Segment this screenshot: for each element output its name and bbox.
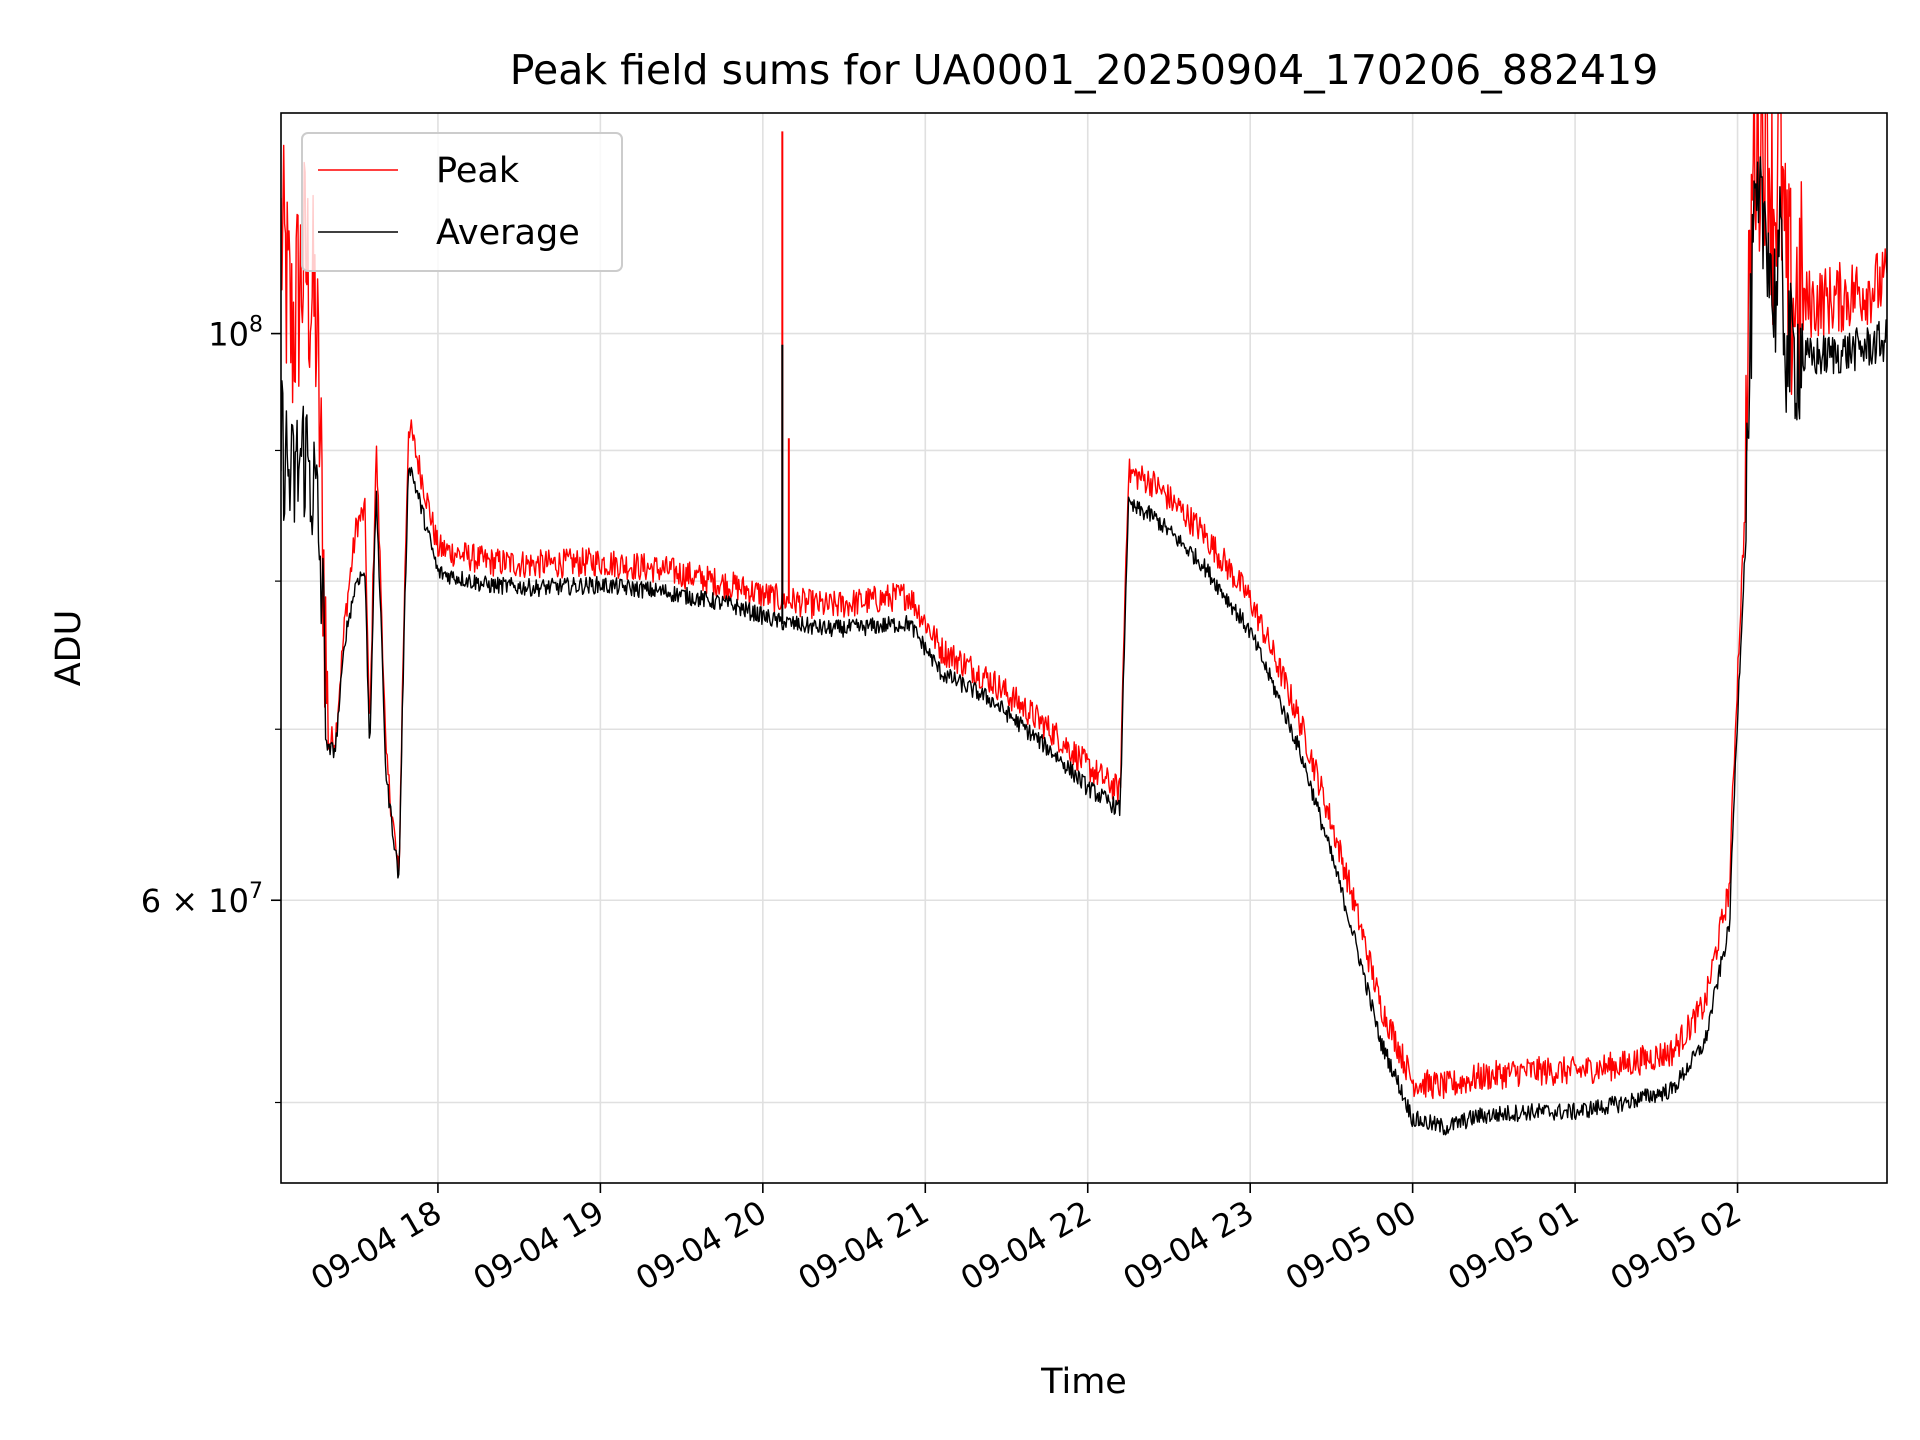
plot-frame: [280, 112, 1888, 1184]
legend: Peak Average: [301, 132, 623, 272]
series-layer: [281, 113, 1887, 1136]
legend-average-label: Average: [436, 213, 580, 253]
legend-peak-label: Peak: [436, 151, 520, 191]
y-tick-label: 6 × 107: [141, 879, 263, 920]
x-axis-label: Time: [1040, 1362, 1127, 1402]
legend-box: [301, 132, 623, 272]
y-axis-label: ADU: [49, 610, 89, 687]
y-tick-label: 108: [208, 313, 263, 354]
series-peak-line: [281, 113, 1887, 1100]
series-average-line: [281, 156, 1887, 1136]
chart-title: Peak field sums for UA0001_20250904_1702…: [510, 46, 1659, 94]
